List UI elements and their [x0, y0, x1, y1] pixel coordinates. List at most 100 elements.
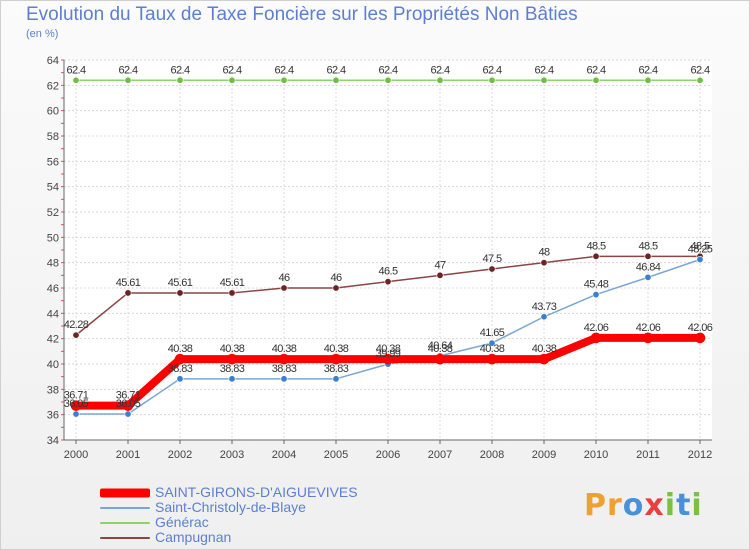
data-label: 40.38 — [376, 343, 401, 355]
data-label: 62.4 — [482, 64, 501, 76]
data-label: 36.05 — [116, 398, 141, 410]
data-label: 48.5 — [586, 240, 605, 252]
data-point — [644, 76, 652, 84]
data-point — [696, 255, 704, 263]
data-label: 46 — [330, 272, 342, 284]
y-tick-label: 44 — [47, 308, 59, 320]
data-label: 39.99 — [376, 348, 401, 360]
data-point — [694, 332, 706, 344]
y-tick-label: 38 — [47, 384, 59, 396]
data-label: 62.4 — [430, 64, 449, 76]
data-label: 62.4 — [170, 64, 189, 76]
y-tick-label: 62 — [47, 80, 59, 92]
data-label: 62.4 — [586, 64, 605, 76]
x-tick-label: 2003 — [220, 449, 244, 461]
y-tick-label: 50 — [47, 232, 59, 244]
data-point — [384, 278, 392, 286]
chart-title: Evolution du Taux de Taxe Foncière sur l… — [26, 4, 578, 25]
data-point — [382, 353, 394, 365]
data-label: 48 — [538, 247, 550, 259]
data-point — [280, 375, 288, 383]
data-label: 36.71 — [116, 390, 141, 402]
data-label: 40.38 — [220, 343, 245, 355]
data-label: 40.38 — [480, 343, 505, 355]
data-label: 40.64 — [428, 340, 453, 352]
legend-swatch — [100, 506, 150, 509]
data-label: 48.5 — [638, 240, 657, 252]
x-tick-label: 2004 — [272, 449, 296, 461]
series-layer — [70, 76, 706, 418]
label-layer: 42.28 45.61 45.61 45.61 46 46 46.5 47 47.5 48 48.5… — [64, 64, 714, 410]
data-label: 45.61 — [220, 277, 245, 289]
x-tick-label: 2001 — [116, 449, 140, 461]
data-point — [332, 76, 340, 84]
data-point — [176, 375, 184, 383]
data-point — [644, 273, 652, 281]
logo-letter: o — [622, 488, 645, 523]
axis-layer: 34 36 38 40 42 44 46 48 50 52 54 56 58 60 62 64 2000 2001… — [47, 55, 712, 461]
data-point — [124, 289, 132, 297]
data-label: 48.5 — [690, 240, 709, 252]
x-tick-label: 2005 — [324, 449, 348, 461]
data-point — [434, 353, 446, 365]
data-point — [644, 252, 652, 260]
data-label: 47 — [434, 259, 446, 271]
data-label: 62.4 — [638, 64, 657, 76]
data-point — [176, 76, 184, 84]
data-point — [280, 76, 288, 84]
data-point — [436, 271, 444, 279]
y-tick-label: 36 — [47, 410, 59, 422]
data-point — [538, 353, 550, 365]
legend-label: Saint-Christoly-de-Blaye — [155, 499, 306, 515]
data-label: 40.38 — [428, 343, 453, 355]
logo-letter: i — [691, 488, 703, 523]
data-point — [278, 353, 290, 365]
data-point — [592, 291, 600, 299]
x-tick-label: 2007 — [428, 449, 452, 461]
data-point — [228, 375, 236, 383]
data-point — [642, 332, 654, 344]
data-point — [590, 332, 602, 344]
data-point — [488, 339, 496, 347]
logo-letter: t — [676, 488, 692, 523]
data-label: 38.83 — [272, 363, 297, 375]
y-tick-label: 58 — [47, 131, 59, 143]
data-point — [174, 353, 186, 365]
data-label: 62.4 — [378, 64, 397, 76]
data-point — [332, 375, 340, 383]
x-tick-label: 2008 — [480, 449, 504, 461]
logo-letter: i — [664, 488, 677, 523]
data-label: 42.06 — [636, 322, 661, 334]
data-point — [696, 76, 704, 84]
data-point — [486, 353, 498, 365]
data-point — [384, 76, 392, 84]
data-label: 62.4 — [118, 64, 137, 76]
data-label: 40.38 — [324, 343, 349, 355]
data-label: 62.4 — [534, 64, 553, 76]
y-tick-label: 60 — [47, 106, 59, 118]
y-tick-label: 64 — [47, 55, 59, 67]
legend-label: Générac — [155, 514, 209, 530]
data-point — [488, 265, 496, 273]
x-tick-label: 2009 — [532, 449, 556, 461]
chart-subtitle: (en %) — [26, 28, 59, 40]
data-label: 36.71 — [64, 390, 89, 402]
x-tick-label: 2002 — [168, 449, 192, 461]
x-tick-label: 2000 — [64, 449, 88, 461]
data-label: 62.4 — [326, 64, 345, 76]
data-label: 42.06 — [584, 322, 609, 334]
data-label: 46.5 — [378, 266, 397, 278]
data-label: 38.83 — [168, 363, 193, 375]
data-label: 45.48 — [584, 279, 609, 291]
data-label: 38.83 — [220, 363, 245, 375]
y-tick-label: 40 — [47, 359, 59, 371]
data-point — [280, 284, 288, 292]
data-point — [72, 410, 80, 418]
y-tick-label: 34 — [47, 435, 59, 447]
data-label: 43.73 — [532, 301, 557, 313]
data-label: 45.61 — [168, 277, 193, 289]
x-tick-label: 2011 — [636, 449, 660, 461]
data-label: 40.38 — [272, 343, 297, 355]
data-point — [122, 400, 134, 411]
data-point — [540, 76, 548, 84]
